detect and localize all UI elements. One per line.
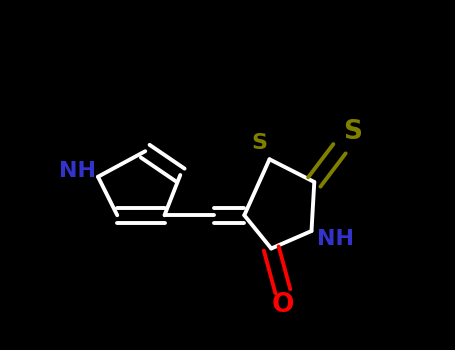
Text: O: O — [272, 292, 294, 318]
Text: NH: NH — [317, 229, 354, 249]
Text: S: S — [344, 119, 362, 145]
Text: S: S — [251, 133, 267, 153]
Text: NH: NH — [59, 161, 96, 181]
